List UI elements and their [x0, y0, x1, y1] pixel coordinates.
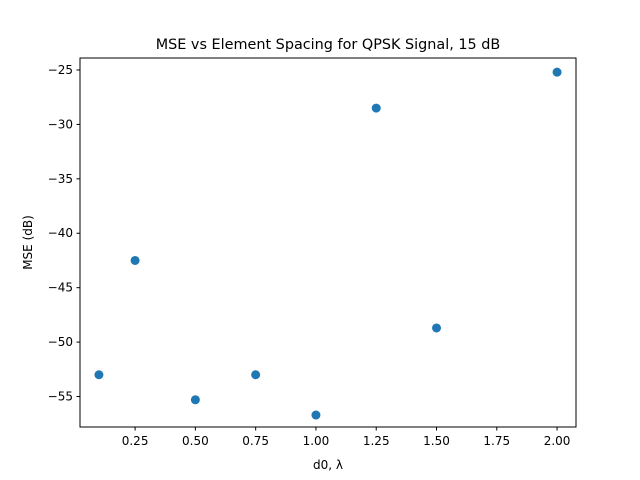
data-point — [190, 395, 200, 405]
y-tick-label: −50 — [48, 335, 73, 349]
y-tick-label: −40 — [48, 226, 73, 240]
y-tick-label: −25 — [48, 63, 73, 77]
data-point — [94, 370, 104, 380]
x-tick-label: 0.50 — [182, 434, 209, 448]
data-point — [552, 67, 562, 77]
x-tick-label: 0.75 — [242, 434, 269, 448]
data-point — [432, 323, 442, 333]
x-tick-label: 2.00 — [544, 434, 571, 448]
x-tick-label: 1.25 — [363, 434, 390, 448]
data-point — [371, 103, 381, 113]
x-tick-label: 1.50 — [423, 434, 450, 448]
data-point — [251, 370, 261, 380]
data-points — [94, 67, 562, 420]
x-axis-ticks: 0.25 0.50 0.75 1.00 1.25 1.50 1.75 2.00 — [122, 427, 571, 448]
y-tick-label: −30 — [48, 117, 73, 131]
x-tick-label: 1.75 — [483, 434, 510, 448]
x-tick-label: 0.25 — [122, 434, 149, 448]
x-axis-label: d0, λ — [313, 458, 343, 472]
y-tick-label: −55 — [48, 390, 73, 404]
y-axis-ticks: −25 −30 −35 −40 −45 −50 −55 — [48, 63, 80, 404]
plot-frame — [79, 57, 577, 428]
y-axis-label: MSE (dB) — [21, 215, 35, 270]
y-tick-label: −35 — [48, 172, 73, 186]
x-tick-label: 1.00 — [303, 434, 330, 448]
data-point — [311, 410, 321, 420]
y-tick-label: −45 — [48, 281, 73, 295]
data-point — [130, 255, 140, 265]
chart-title: MSE vs Element Spacing for QPSK Signal, … — [156, 37, 501, 53]
